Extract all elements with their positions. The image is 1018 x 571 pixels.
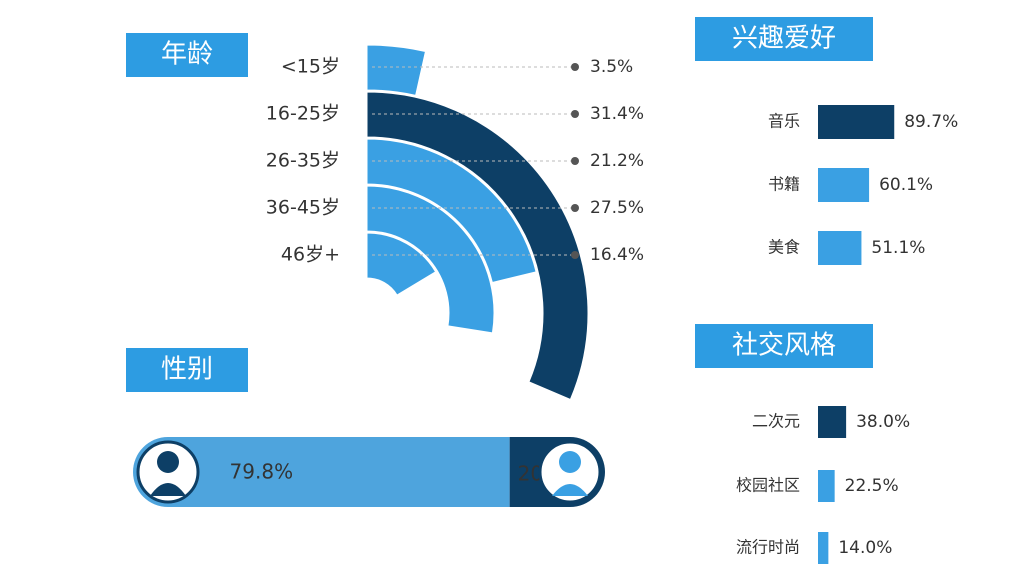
title-box	[126, 348, 248, 392]
female-body	[150, 483, 186, 496]
value-label: 89.7%	[904, 112, 958, 132]
category-label: 46岁+	[281, 244, 340, 266]
male-body	[552, 484, 588, 496]
category-label: 36-45岁	[266, 197, 340, 219]
category-label: 书籍	[768, 175, 800, 194]
radial-bar	[366, 185, 495, 334]
chart-title: 性别	[161, 355, 213, 385]
value-label: 31.4%	[590, 104, 644, 124]
value-label: 60.1%	[879, 175, 933, 195]
leader-dot	[571, 251, 579, 259]
radial-bar	[366, 232, 437, 296]
chart-title: 年龄	[161, 40, 213, 70]
category-label: 流行时尚	[736, 538, 800, 557]
bar	[818, 406, 847, 438]
category-label: 16-25岁	[266, 103, 340, 125]
radial-bar	[366, 138, 537, 284]
value-label: 21.2%	[590, 151, 644, 171]
category-label: 美食	[768, 238, 800, 257]
leader-dot	[571, 157, 579, 165]
bar	[818, 105, 895, 139]
value-label: 27.5%	[590, 198, 644, 218]
bar	[818, 532, 829, 564]
male-head	[559, 451, 581, 473]
value-label: 79.8%	[230, 460, 294, 484]
category-label: 26-35岁	[266, 150, 340, 172]
bar	[818, 470, 835, 502]
chart-title: 兴趣爱好	[732, 24, 836, 54]
value-label: 3.5%	[590, 57, 633, 77]
bar	[818, 231, 862, 265]
gender-bar: 79.8%20.2%	[133, 437, 605, 507]
bar	[818, 168, 870, 202]
category-label: 二次元	[752, 412, 800, 431]
value-label: 38.0%	[856, 412, 910, 432]
value-label: 14.0%	[838, 538, 892, 558]
category-label: 校园社区	[736, 476, 800, 495]
leader-dot	[571, 110, 579, 118]
leader-dot	[571, 204, 579, 212]
radial-bar	[366, 91, 589, 401]
category-label: 音乐	[768, 112, 800, 131]
title-box	[695, 17, 873, 61]
radial-bar	[366, 44, 427, 96]
value-label: 51.1%	[871, 238, 925, 258]
value-label: 22.5%	[845, 476, 899, 496]
title-box	[126, 33, 248, 77]
value-label: 16.4%	[590, 245, 644, 265]
female-head	[157, 451, 179, 473]
chart-title: 社交风格	[732, 331, 836, 361]
title-box	[695, 324, 873, 368]
category-label: <15岁	[281, 56, 340, 78]
leader-dot	[571, 63, 579, 71]
